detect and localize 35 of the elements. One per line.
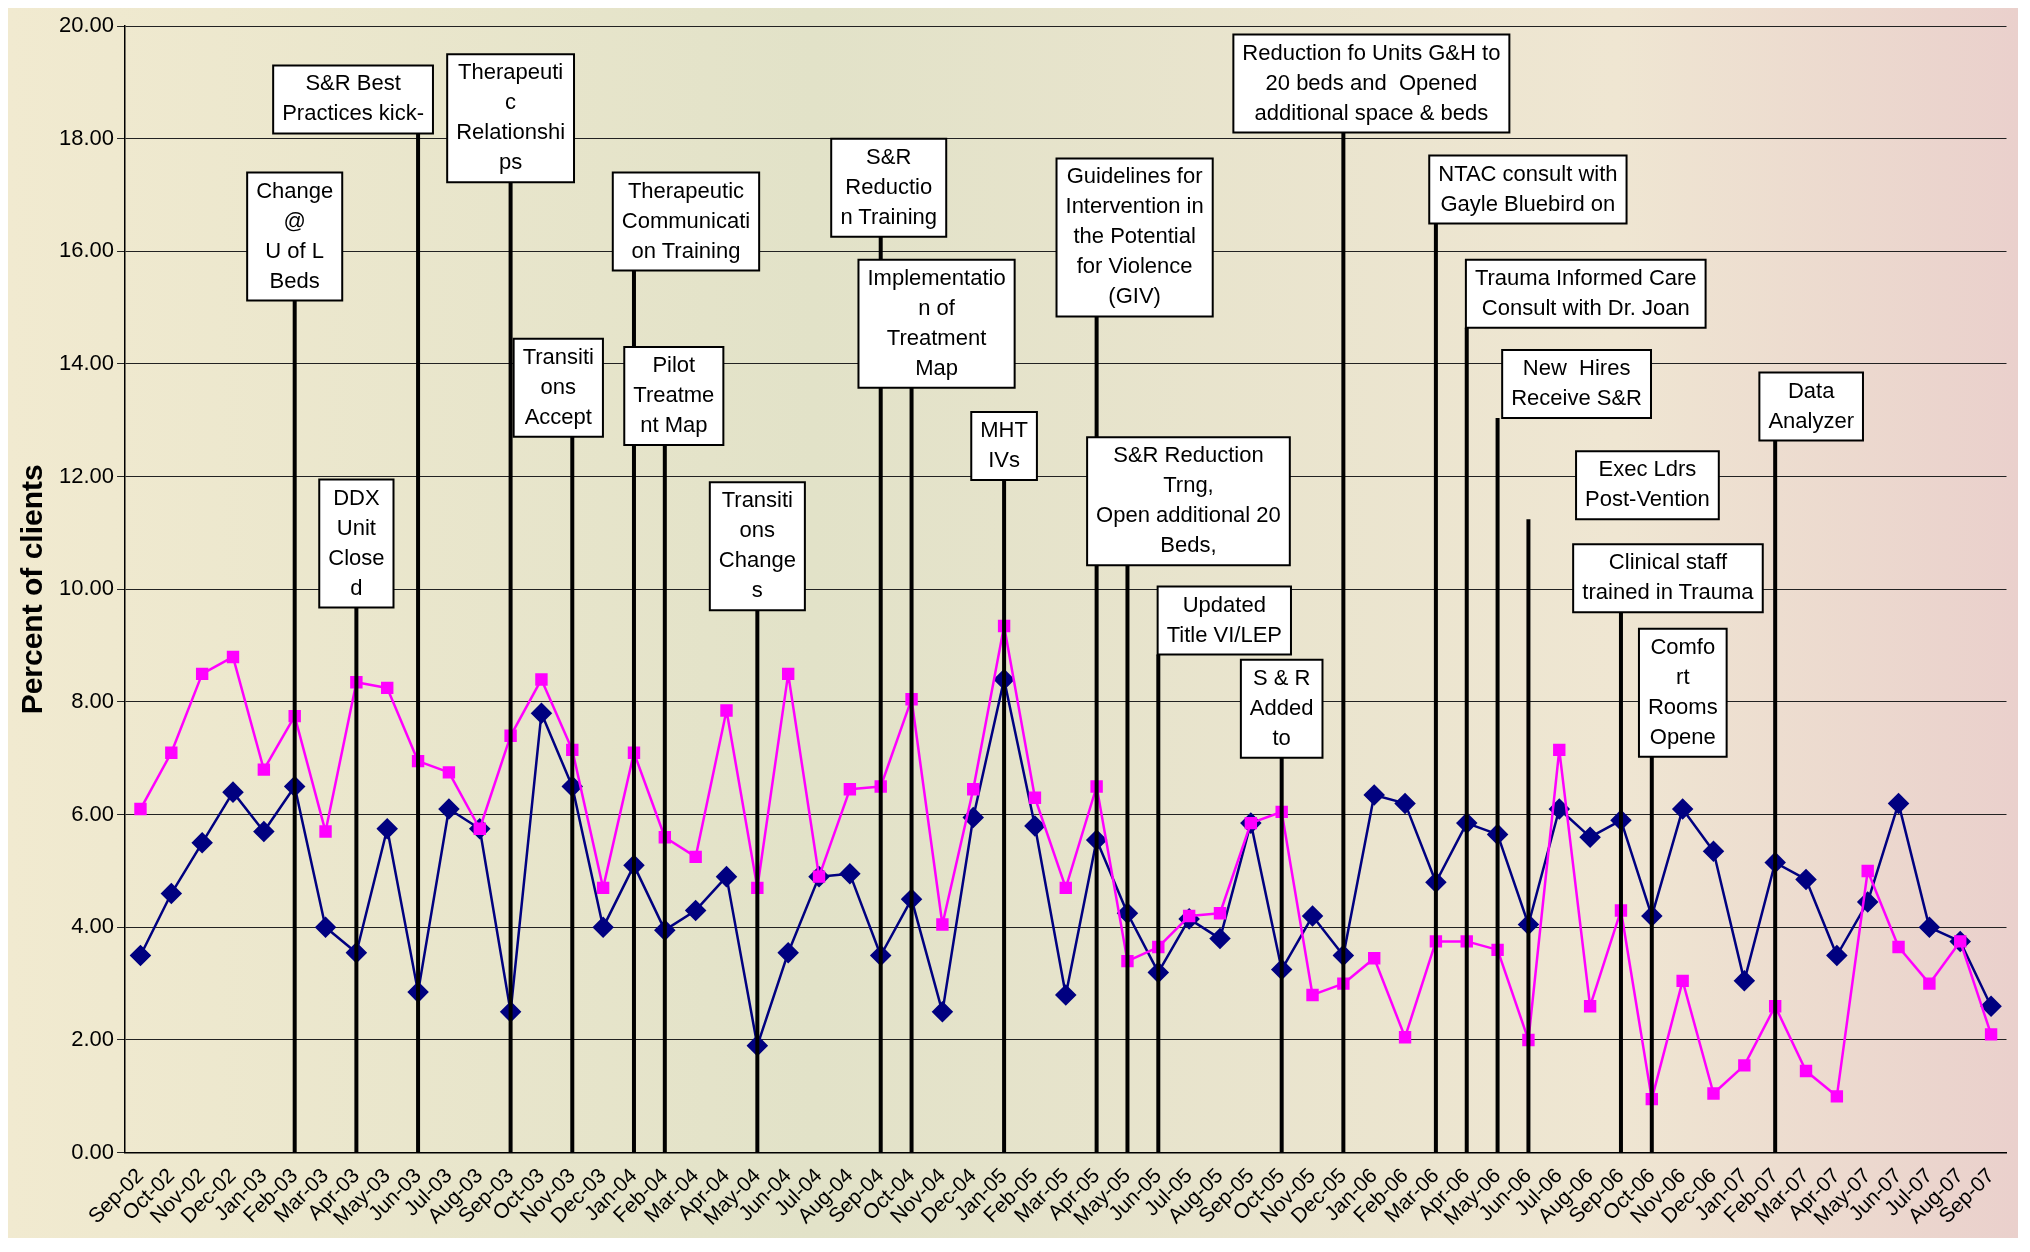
ref-line-label: Data Analyzer	[1768, 377, 1854, 433]
ref-line-label: Transiti ons Change s	[718, 487, 796, 603]
ref-line-label: NTAC consult with Gayle Bluebird on	[1438, 160, 1618, 216]
ref-line-label: S&R Reductio n Training	[840, 143, 938, 229]
y-tick-label: 20.00	[58, 12, 115, 38]
ref-line-label: Clinical staff trained in Trauma	[1582, 549, 1755, 605]
y-tick-label: 10.00	[58, 575, 115, 601]
ref-line-label: Change @ U of L Beds	[256, 177, 334, 293]
ref-line-label: S&R Reduction Trng, Open additional 20 Beds,	[1096, 442, 1281, 558]
ref-line-label: Reduction fo Units G&H to 20 beds and Opened additional space & beds	[1242, 39, 1501, 125]
ref-line-label: DDX Unit Close d	[328, 484, 385, 600]
ref-line-label: Updated Title VI/LEP	[1166, 591, 1282, 647]
y-tick-label: 6.00	[71, 800, 115, 826]
y-tick-label: 4.00	[71, 913, 115, 939]
ref-line-label: Implementatio n of Treatment Map	[867, 264, 1006, 380]
ref-line-label: Therapeutic Communicati on Training	[621, 177, 751, 263]
y-tick-label: 12.00	[58, 462, 115, 488]
y-tick-label: 16.00	[58, 237, 115, 263]
y-tick-label: 18.00	[58, 124, 115, 150]
y-tick-label: 2.00	[71, 1026, 115, 1052]
ref-line-label: S & R Added to	[1249, 664, 1314, 750]
ref-line-label: Guidelines for Intervention in the Potential for Violence (GIV)	[1065, 163, 1204, 309]
y-tick-label: 0.00	[71, 1138, 115, 1164]
ref-line-label: Trauma Informed Care Consult with Dr. Joan	[1474, 264, 1697, 320]
y-axis-title: Percent of clients	[15, 464, 49, 715]
ref-line-label: Therapeuti c Relationshi ps	[456, 59, 566, 175]
ref-line-label: S&R Best Practices kick-	[282, 70, 424, 126]
ref-line-label: Comfo rt Rooms Opene	[1647, 633, 1718, 749]
ref-line-label: Pilot Treatme nt Map	[633, 352, 715, 438]
ref-line-label: Transiti ons Accept	[522, 343, 594, 429]
ref-line-label: Exec Ldrs Post-Vention	[1585, 456, 1710, 512]
y-tick-label: 8.00	[71, 688, 115, 714]
y-tick-label: 14.00	[58, 350, 115, 376]
ref-line-label: New Hires Receive S&R	[1511, 354, 1643, 410]
ref-line-label: MHT IVs	[980, 416, 1028, 472]
